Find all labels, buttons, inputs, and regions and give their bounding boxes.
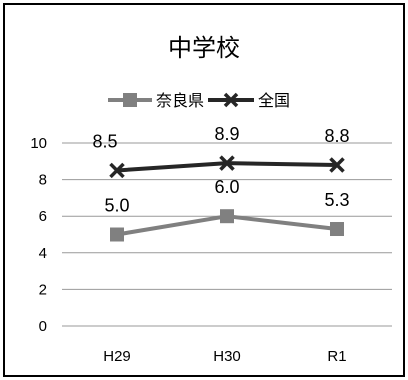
data-point-marker [220,209,234,224]
y-tick-label: 4 [39,245,47,262]
x-tick-label: H29 [103,348,131,365]
x-marker-icon [223,92,239,108]
legend-label-national: 全国 [258,92,290,110]
y-tick-label: 6 [39,208,47,225]
x-axis-tick-labels: H29 H30 R1 [103,348,346,365]
data-point-marker [109,162,125,179]
legend-item-nara: 奈良県 [108,92,204,110]
data-point-marker [110,227,124,242]
square-marker-icon [123,93,137,107]
chart-border [3,3,405,377]
chart-title: 中学校 [168,35,240,62]
data-label: 5.3 [324,190,349,210]
data-point-marker [329,157,345,173]
legend-label-nara: 奈良県 [156,92,204,110]
legend: 奈良県 全国 [108,92,290,110]
data-label: 8.9 [214,124,239,144]
series-layer: 5.0 6.0 5.3 8.5 8.9 8.8 [92,124,350,242]
y-tick-label: 10 [30,135,47,152]
series-0: 5.0 6.0 5.3 [104,177,350,242]
data-label: 8.8 [324,126,349,146]
x-tick-label: R1 [327,348,346,365]
series-1: 8.5 8.9 8.8 [92,124,350,179]
data-point-marker [330,222,344,237]
data-point-marker [219,155,235,171]
y-tick-label: 0 [39,318,47,335]
y-tick-label: 2 [39,281,47,298]
y-tick-label: 8 [39,172,47,189]
x-tick-label: H30 [213,348,241,365]
legend-item-national: 全国 [208,92,290,110]
y-axis-tick-labels: 0 2 4 6 8 10 [30,135,47,335]
data-label: 6.0 [214,177,239,197]
data-label: 8.5 [92,131,117,151]
data-label: 5.0 [104,196,129,216]
gridlines [62,142,392,327]
